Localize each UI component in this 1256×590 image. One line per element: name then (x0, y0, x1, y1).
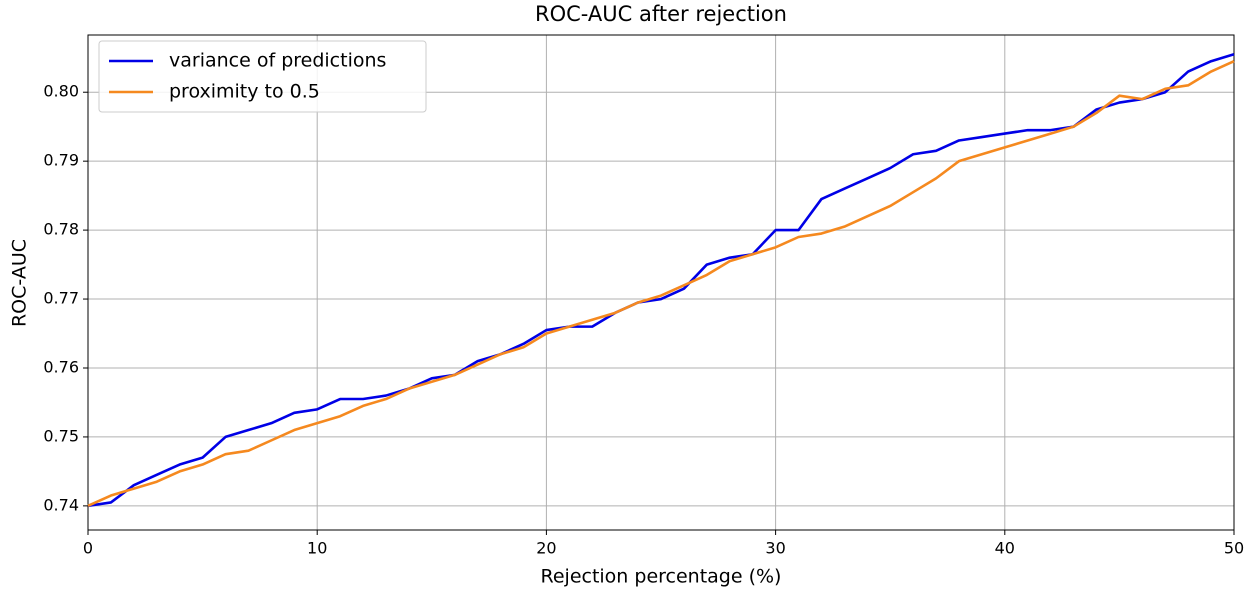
x-tick-label: 20 (536, 539, 556, 558)
legend-label: variance of predictions (169, 50, 386, 72)
data-line (87, 53, 1235, 508)
y-tick-label: 0.76 (43, 357, 79, 376)
y-tick-label: 0.78 (43, 220, 79, 239)
plot-frame (87, 34, 1235, 531)
x-tick-label: 30 (765, 539, 785, 558)
x-axis-label: Rejection percentage (%) (541, 566, 782, 588)
data-line (87, 60, 1235, 508)
chart-title: ROC-AUC after rejection (535, 2, 787, 26)
x-tick-label: 0 (83, 539, 93, 558)
x-tick-label: 10 (307, 539, 327, 558)
y-tick-label: 0.74 (43, 495, 79, 514)
x-tick-label: 50 (1224, 539, 1244, 558)
x-tick-label: 40 (995, 539, 1015, 558)
legend-box (98, 40, 427, 113)
y-tick-label: 0.80 (43, 82, 79, 101)
y-tick-label: 0.79 (43, 151, 79, 170)
y-tick-label: 0.75 (43, 426, 79, 445)
y-tick-label: 0.77 (43, 289, 79, 308)
legend-label: proximity to 0.5 (169, 81, 320, 103)
y-axis-label: ROC-AUC (9, 239, 31, 327)
